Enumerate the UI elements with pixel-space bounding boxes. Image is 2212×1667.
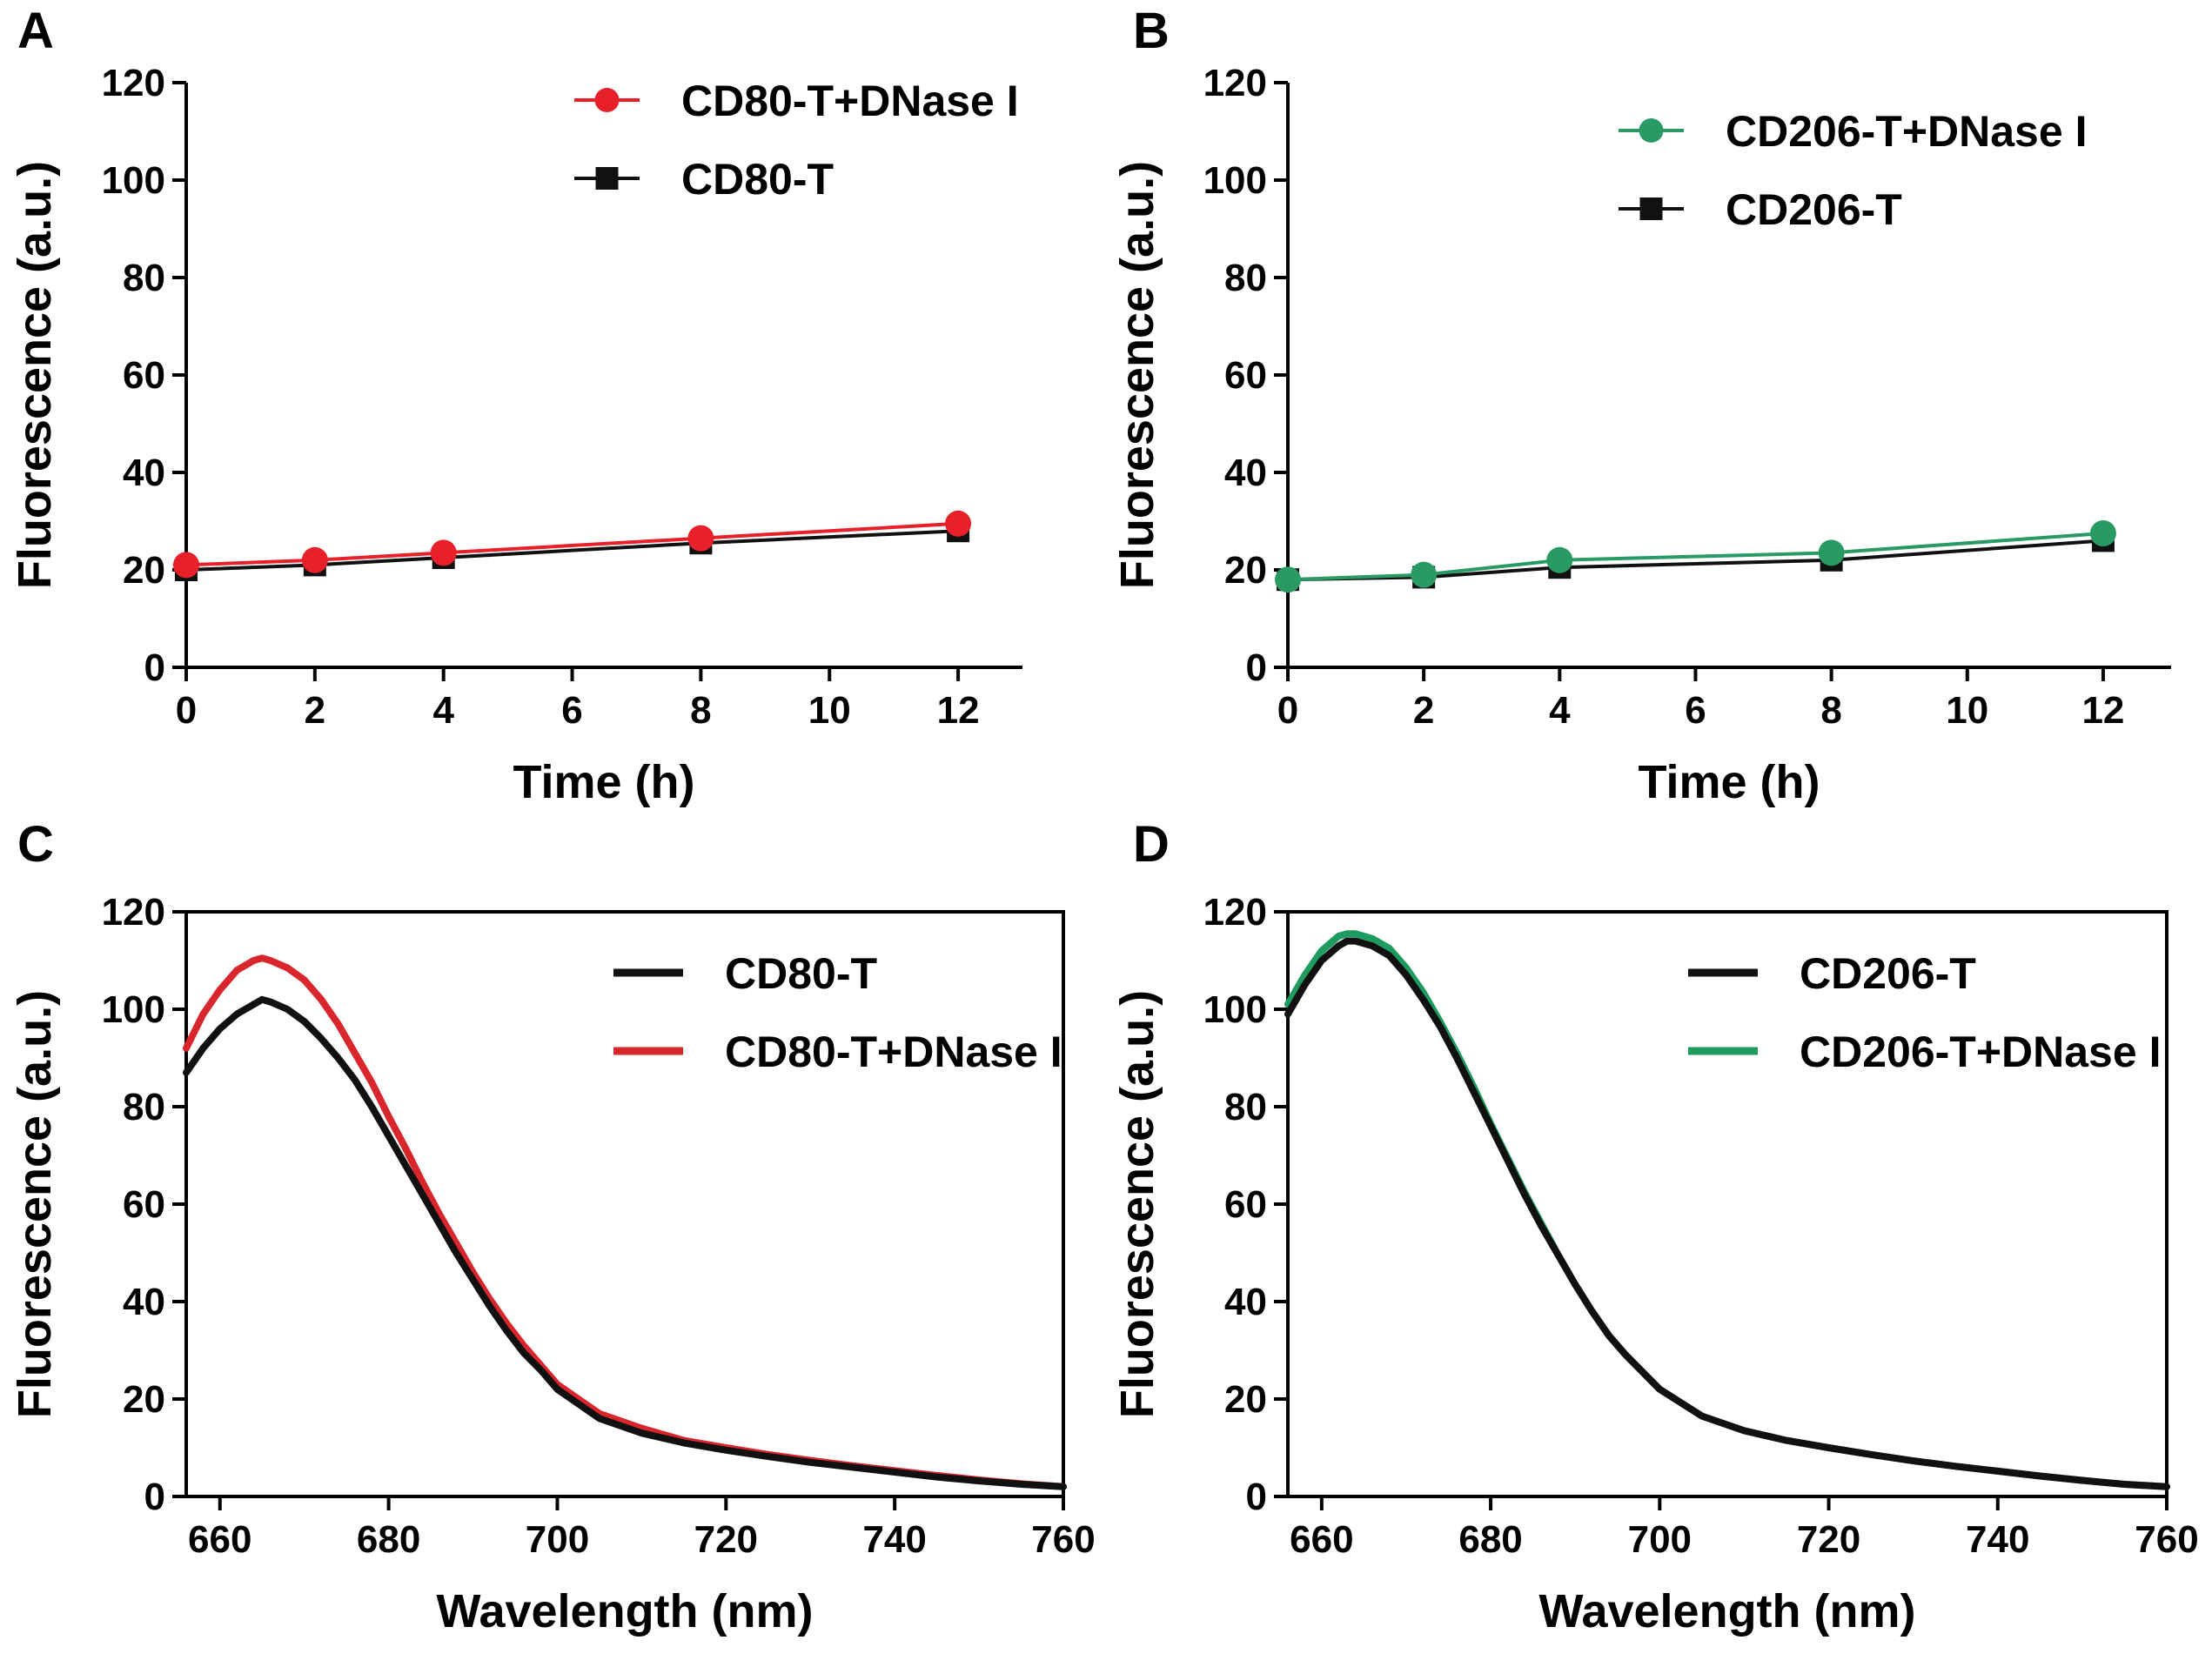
y-tick-label: 0: [144, 1476, 165, 1518]
x-tick-label: 10: [808, 689, 851, 732]
y-tick-label: 80: [1224, 1086, 1267, 1128]
legend-marker: [594, 88, 620, 112]
x-tick-label: 12: [937, 689, 980, 732]
series-line: [184, 529, 961, 572]
x-tick-label: 6: [561, 689, 582, 732]
data-point: [687, 525, 714, 552]
legend-label: CD80-T: [681, 155, 834, 204]
data-point: [1818, 539, 1845, 566]
y-tick-label: 40: [123, 1281, 165, 1323]
data-point: [430, 539, 457, 566]
y-tick-label: 100: [1203, 988, 1267, 1031]
x-tick-label: 700: [1628, 1518, 1692, 1561]
y-tick-label: 20: [1224, 549, 1267, 592]
legend-label: CD206-T+DNase I: [1800, 1028, 2161, 1076]
x-tick-label: 760: [1031, 1518, 1095, 1561]
legend-label: CD206-T+DNase I: [1726, 107, 2087, 156]
panel-a: A 0 20 40 60 80 100 120 0 2 4 6 8 10 12 Time (h) Fluores…: [9, 3, 1022, 808]
x-tick-label: 8: [690, 689, 711, 732]
y-tick-label: 60: [1224, 354, 1267, 397]
x-tick-label: 10: [1946, 689, 1988, 732]
y-tick-label: 0: [1246, 646, 1267, 689]
y-tick-label: 60: [123, 354, 165, 397]
y-tick-label: 20: [123, 549, 165, 592]
x-tick-label: 760: [2135, 1518, 2198, 1561]
y-tick-label: 80: [123, 1086, 165, 1128]
x-tick-label: 2: [1413, 689, 1434, 732]
y-tick-label: 40: [123, 452, 165, 494]
y-tick-label: 40: [1224, 452, 1267, 494]
y-tick-label: 120: [1203, 62, 1267, 104]
x-tick-label: 0: [176, 689, 197, 732]
series-line: [1284, 930, 2170, 1490]
y-axis-title: Fluorescence (a.u.): [1111, 161, 1163, 589]
x-axis-title: Time (h): [513, 756, 694, 808]
y-tick-label: 120: [102, 891, 165, 934]
y-tick-label: 120: [102, 62, 165, 104]
legend-marker: [1639, 118, 1664, 143]
y-axis-title: Fluorescence (a.u.): [9, 161, 61, 589]
legend-label: CD206-T: [1726, 185, 1902, 234]
legend-label: CD80-T: [725, 949, 877, 998]
series-line: [183, 995, 1067, 1490]
x-tick-label: 2: [305, 689, 325, 732]
panel-letter: A: [17, 3, 54, 59]
y-tick-label: 60: [1224, 1183, 1267, 1226]
legend-marker: [1639, 197, 1663, 220]
y-tick-label: 100: [1203, 159, 1267, 202]
y-tick-label: 40: [1224, 1281, 1267, 1323]
panel-c: C 0 20 40 60 80 100 120 660 680 700 720 740 760 Wavele…: [9, 816, 1096, 1637]
x-tick-label: 720: [694, 1518, 758, 1561]
y-tick-label: 80: [123, 257, 165, 299]
y-tick-label: 20: [1224, 1378, 1267, 1421]
x-tick-label: 700: [526, 1518, 589, 1561]
x-tick-label: 680: [357, 1518, 420, 1561]
y-axis-title: Fluorescence (a.u.): [1111, 990, 1163, 1418]
y-tick-label: 20: [123, 1378, 165, 1421]
y-tick-label: 0: [144, 646, 165, 689]
panel-letter: C: [17, 816, 54, 873]
x-tick-label: 0: [1277, 689, 1298, 732]
data-point: [1275, 566, 1301, 593]
y-tick-label: 80: [1224, 257, 1267, 299]
panel-letter: D: [1133, 816, 1170, 873]
panel-b: B 0 20 40 60 80 100 120 0 2 4 6 8 10 12 Time (h) Fluores…: [1111, 3, 2171, 808]
legend-marker: [595, 167, 619, 190]
x-tick-label: 660: [188, 1518, 251, 1561]
x-tick-label: 740: [862, 1518, 926, 1561]
x-tick-label: 720: [1797, 1518, 1860, 1561]
y-tick-label: 100: [102, 159, 165, 202]
x-axis-title: Wavelength (nm): [1538, 1585, 1915, 1637]
y-tick-label: 0: [1246, 1476, 1267, 1518]
data-point: [173, 552, 199, 579]
data-point: [2089, 520, 2116, 546]
y-tick-label: 60: [123, 1183, 165, 1226]
x-tick-label: 660: [1290, 1518, 1353, 1561]
legend-label: CD206-T: [1800, 949, 1976, 998]
panel-d: D 0 20 40 60 80 100 120 660 680 700 720 740 760 Wavele…: [1111, 816, 2199, 1637]
data-point: [1546, 546, 1573, 573]
y-tick-label: 100: [102, 988, 165, 1031]
y-axis-title: Fluorescence (a.u.): [9, 990, 61, 1418]
x-axis-title: Wavelength (nm): [436, 1585, 813, 1637]
x-tick-label: 740: [1966, 1518, 2029, 1561]
data-point: [1411, 561, 1438, 588]
x-tick-label: 4: [432, 689, 454, 732]
y-tick-label: 120: [1203, 891, 1267, 934]
data-point: [301, 546, 328, 573]
x-tick-label: 6: [1685, 689, 1706, 732]
series-line: [1286, 532, 2105, 582]
x-axis-title: Time (h): [1638, 756, 1820, 808]
x-tick-label: 680: [1458, 1518, 1522, 1561]
data-point: [945, 510, 972, 537]
legend-label: CD80-T+DNase I: [681, 77, 1019, 125]
x-tick-label: 4: [1549, 689, 1571, 732]
legend-label: CD80-T+DNase I: [725, 1028, 1062, 1076]
x-tick-label: 12: [2081, 689, 2124, 732]
panel-letter: B: [1133, 3, 1170, 59]
series-line: [1284, 937, 2170, 1490]
x-tick-label: 8: [1820, 689, 1841, 732]
